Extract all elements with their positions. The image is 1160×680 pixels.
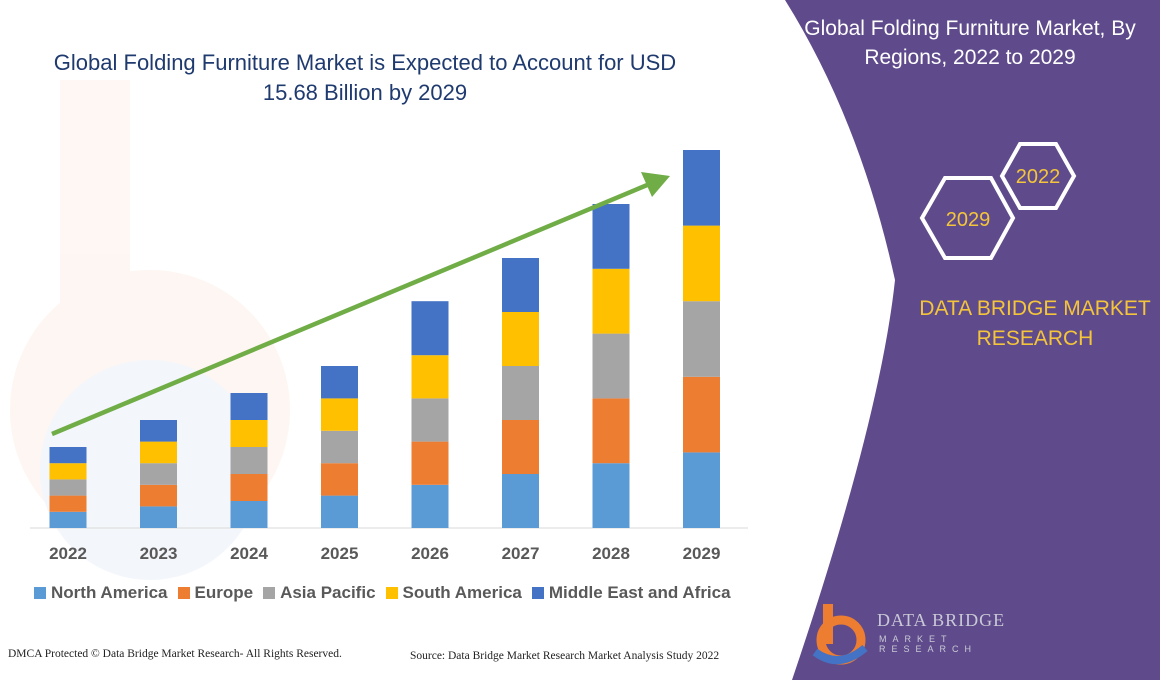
logo-name: DATA BRIDGE <box>877 610 1006 630</box>
x-tick-label: 2029 <box>683 544 721 563</box>
footer-source: Source: Data Bridge Market Research Mark… <box>410 650 720 662</box>
right-panel-background <box>785 0 1160 680</box>
footer-copyright: DMCA Protected © Data Bridge Market Rese… <box>8 648 342 660</box>
bar-segment-europe-2029 <box>683 376 720 453</box>
trend-arrow-line <box>51 180 653 437</box>
bar-segment-north-america-2027 <box>502 474 539 528</box>
bar-segment-south-america-2024 <box>230 420 268 447</box>
bar-segment-south-america-2028 <box>592 268 630 334</box>
x-tick-label: 2024 <box>230 544 268 563</box>
x-tick-label: 2022 <box>49 544 87 563</box>
bar-segment-asia-pacific-2024 <box>230 447 268 474</box>
bar-segment-middle-east-and-africa-2022 <box>49 447 87 464</box>
legend-item: Asia Pacific <box>263 583 376 603</box>
bar-segment-north-america-2028 <box>592 463 630 528</box>
legend-item: North America <box>34 583 168 603</box>
legend-swatch <box>531 587 544 599</box>
bar-segment-north-america-2025 <box>321 495 358 528</box>
bar-segment-middle-east-and-africa-2023 <box>140 420 177 442</box>
bar-segment-south-america-2022 <box>49 463 87 480</box>
data-bridge-logo: DATA BRIDGE MARKET RESEARCH <box>805 600 1020 666</box>
bar-segment-asia-pacific-2026 <box>411 398 449 442</box>
legend-swatch <box>385 587 398 599</box>
bar-segment-middle-east-and-africa-2029 <box>683 150 720 226</box>
bar-segment-north-america-2023 <box>140 506 177 528</box>
bar-segment-europe-2025 <box>321 463 358 496</box>
legend: North America Europe Asia Pacific South Ame… <box>34 582 741 604</box>
legend-label: Europe <box>194 583 254 602</box>
bar-segment-asia-pacific-2029 <box>683 301 720 377</box>
legend-swatch <box>34 587 46 599</box>
x-tick-label: 2023 <box>140 544 178 563</box>
legend-label: Asia Pacific <box>280 583 376 602</box>
legend-swatch <box>263 587 276 599</box>
bar-segment-middle-east-and-africa-2024 <box>230 393 268 420</box>
trend-arrow-head <box>641 172 670 197</box>
chart-title: Global Folding Furniture Market is Expec… <box>53 50 677 105</box>
x-tick-group: 2022 2023 2024 2025 2026 2027 2028 2029 <box>49 544 720 563</box>
bar-segment-europe-2028 <box>592 398 630 464</box>
legend-label: North America <box>51 583 168 602</box>
bar-segment-asia-pacific-2027 <box>502 366 539 420</box>
bar-segment-north-america-2029 <box>683 452 720 528</box>
logo-subtitle: MARKET RESEARCH <box>879 634 978 654</box>
hexagon-2022-label: 2022 <box>1016 166 1061 188</box>
x-tick-label: 2028 <box>592 544 630 563</box>
legend-item: South America <box>385 583 522 603</box>
bar-group <box>49 150 720 528</box>
panel-title: Global Folding Furniture Market, By Regi… <box>804 17 1136 69</box>
hexagon-2029-label: 2029 <box>946 209 991 231</box>
legend-item: Middle East and Africa <box>531 583 731 603</box>
bar-segment-middle-east-and-africa-2025 <box>321 366 358 399</box>
bar-segment-south-america-2025 <box>321 398 358 431</box>
bar-segment-south-america-2029 <box>683 225 720 302</box>
bar-segment-asia-pacific-2023 <box>140 463 177 485</box>
hexagon-2022 <box>999 142 1077 210</box>
bar-segment-asia-pacific-2025 <box>321 430 358 464</box>
bar-segment-asia-pacific-2028 <box>592 333 630 399</box>
x-tick-label: 2027 <box>502 544 540 563</box>
bar-segment-middle-east-and-africa-2027 <box>502 258 539 312</box>
bar-segment-south-america-2026 <box>411 355 449 399</box>
legend-swatch <box>177 587 190 599</box>
bar-segment-europe-2022 <box>49 495 87 512</box>
bar-segment-north-america-2022 <box>49 511 87 528</box>
legend-item: Europe <box>177 583 254 603</box>
hexagon-2029 <box>919 176 1016 260</box>
bar-segment-europe-2026 <box>411 441 449 485</box>
bar-segment-north-america-2026 <box>411 484 449 528</box>
bar-segment-middle-east-and-africa-2026 <box>411 301 449 356</box>
bar-segment-asia-pacific-2022 <box>49 479 87 496</box>
bar-segment-middle-east-and-africa-2028 <box>592 204 630 269</box>
bar-segment-europe-2027 <box>502 420 539 474</box>
bar-segment-south-america-2027 <box>502 312 539 366</box>
x-tick-label: 2025 <box>321 544 359 563</box>
bar-segment-south-america-2023 <box>140 441 177 464</box>
trend-arrow <box>51 172 670 437</box>
bar-segment-europe-2023 <box>140 484 177 507</box>
logo-mark-icon <box>812 604 868 665</box>
legend-label: Middle East and Africa <box>548 583 731 602</box>
brand-text: DATA BRIDGE MARKET RESEARCH <box>919 297 1151 350</box>
bar-segment-north-america-2024 <box>230 501 268 528</box>
x-tick-label: 2026 <box>411 544 449 563</box>
bar-segment-europe-2024 <box>230 474 268 501</box>
legend-label: South America <box>402 583 522 602</box>
